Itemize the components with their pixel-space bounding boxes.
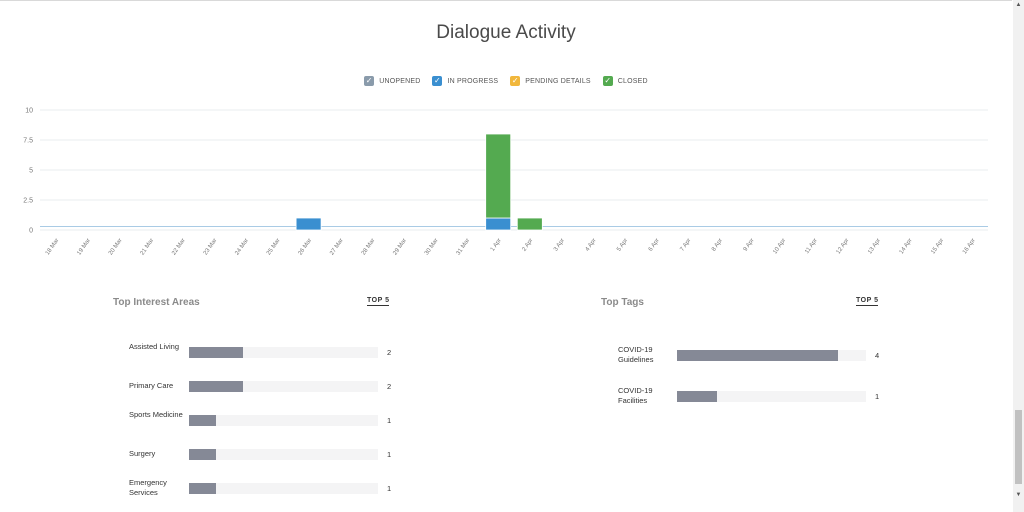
x-tick-label: 24 Mar <box>234 238 250 257</box>
y-tick-label: 7.5 <box>23 138 33 145</box>
item-label: COVID-19 Facilities <box>618 386 653 405</box>
x-tick-label: 7 Apr <box>679 238 692 253</box>
legend-item-in-progress[interactable]: ✓ IN PROGRESS <box>432 76 498 86</box>
x-tick-label: 4 Apr <box>585 238 598 253</box>
y-tick-label: 2.5 <box>23 198 33 205</box>
x-tick-label: 12 Apr <box>836 238 851 256</box>
tags-top5-link[interactable]: TOP 5 <box>856 297 879 306</box>
x-tick-label: 11 Apr <box>804 238 819 255</box>
checkbox-icon[interactable]: ✓ <box>510 76 521 86</box>
x-tick-label: 23 Mar <box>203 238 219 257</box>
x-tick-label: 22 Mar <box>171 238 187 257</box>
x-tick-label: 30 Mar <box>424 238 440 257</box>
checkbox-icon[interactable]: ✓ <box>432 76 443 86</box>
interest-areas-top5-link[interactable]: TOP 5 <box>367 297 390 306</box>
x-tick-label: 9 Apr <box>743 238 756 253</box>
bar-track <box>189 347 378 358</box>
x-tick-label: 1 Apr <box>490 238 503 253</box>
item-count: 1 <box>387 416 392 425</box>
x-tick-label: 28 Mar <box>361 238 377 257</box>
legend-item-unopened[interactable]: ✓ UNOPENED <box>364 76 420 86</box>
x-tick-label: 16 Apr <box>962 238 977 256</box>
x-tick-label: 10 Apr <box>772 238 787 256</box>
legend-label: PENDING DETAILS <box>525 77 591 85</box>
bar-track <box>189 449 378 460</box>
bar-fill <box>189 483 216 494</box>
tags-title: Top Tags <box>601 297 644 308</box>
bar-track <box>677 350 866 361</box>
y-tick-label: 5 <box>29 168 33 175</box>
item-count: 2 <box>387 348 392 357</box>
interest-areas-title: Top Interest Areas <box>113 297 200 308</box>
scrollbar-thumb[interactable] <box>1015 410 1022 484</box>
top-divider <box>0 0 1012 1</box>
y-tick-label: 10 <box>25 108 33 115</box>
checkbox-icon[interactable]: ✓ <box>364 76 375 86</box>
item-label: Primary Care <box>129 381 174 390</box>
x-tick-label: 6 Apr <box>648 238 661 253</box>
x-tick-label: 20 Mar <box>108 238 124 257</box>
item-count: 1 <box>387 484 392 493</box>
item-count: 2 <box>387 382 392 391</box>
x-tick-label: 13 Apr <box>867 238 882 256</box>
scroll-up-arrow-icon[interactable]: ▲ <box>1015 2 1022 8</box>
x-tick-label: 3 Apr <box>553 238 566 253</box>
x-tick-label: 27 Mar <box>329 238 345 257</box>
y-tick-label: 0 <box>29 228 33 235</box>
x-tick-label: 29 Mar <box>392 238 408 257</box>
x-tick-label: 25 Mar <box>266 238 282 257</box>
legend-label: IN PROGRESS <box>447 77 499 85</box>
bar-track <box>189 381 378 392</box>
item-count: 1 <box>387 450 392 459</box>
item-label: COVID-19 Guidelines <box>618 345 654 364</box>
item-count: 4 <box>875 351 880 360</box>
x-tick-label: 15 Apr <box>930 238 945 256</box>
legend-item-closed[interactable]: ✓ CLOSED <box>602 76 648 86</box>
x-tick-label: 14 Apr <box>899 238 914 256</box>
scrollbar[interactable]: ▲ ▼ <box>1013 0 1024 512</box>
item-label: Assisted Living <box>129 342 180 351</box>
bar-fill <box>677 391 718 402</box>
bar-segment <box>485 217 512 231</box>
item-label: Emergency Services <box>129 478 167 497</box>
bar-segment <box>516 217 543 231</box>
bar-fill <box>189 449 216 460</box>
bar-segment <box>295 217 322 231</box>
x-tick-label: 18 Mar <box>45 238 61 257</box>
bar-track <box>677 391 866 402</box>
x-tick-label: 26 Mar <box>298 238 314 257</box>
chart-title: Dialogue Activity <box>436 22 576 43</box>
checkbox-icon[interactable]: ✓ <box>602 76 613 86</box>
x-tick-label: 19 Mar <box>76 238 92 257</box>
item-count: 1 <box>875 392 880 401</box>
bar-track <box>189 415 378 426</box>
legend-label: CLOSED <box>617 77 648 85</box>
x-tick-label: 5 Apr <box>616 238 629 253</box>
bar-fill <box>189 415 216 426</box>
x-tick-label: 8 Apr <box>711 238 724 253</box>
bar-fill <box>677 350 838 361</box>
legend-label: UNOPENED <box>379 77 421 85</box>
x-tick-label: 31 Mar <box>456 238 472 257</box>
dialogue-activity-chart: 0 2.5 5 7.5 10 18 Mar 19 Mar 20 Mar 21 Mar 22 Mar… <box>23 108 988 257</box>
bar-segment <box>485 133 512 219</box>
bar-track <box>189 483 378 494</box>
bar-fill <box>189 381 243 392</box>
x-tick-label: 21 Mar <box>140 238 156 257</box>
legend-item-pending-details[interactable]: ✓ PENDING DETAILS <box>510 76 591 86</box>
scroll-down-arrow-icon[interactable]: ▼ <box>1015 492 1022 498</box>
item-label: Sports Medicine <box>129 410 183 419</box>
item-label: Surgery <box>129 449 156 458</box>
x-tick-label: 2 Apr <box>521 238 534 253</box>
chart-legend: ✓ UNOPENED ✓ IN PROGRESS ✓ PENDING DETAI… <box>0 76 1012 86</box>
bar-fill <box>189 347 243 358</box>
